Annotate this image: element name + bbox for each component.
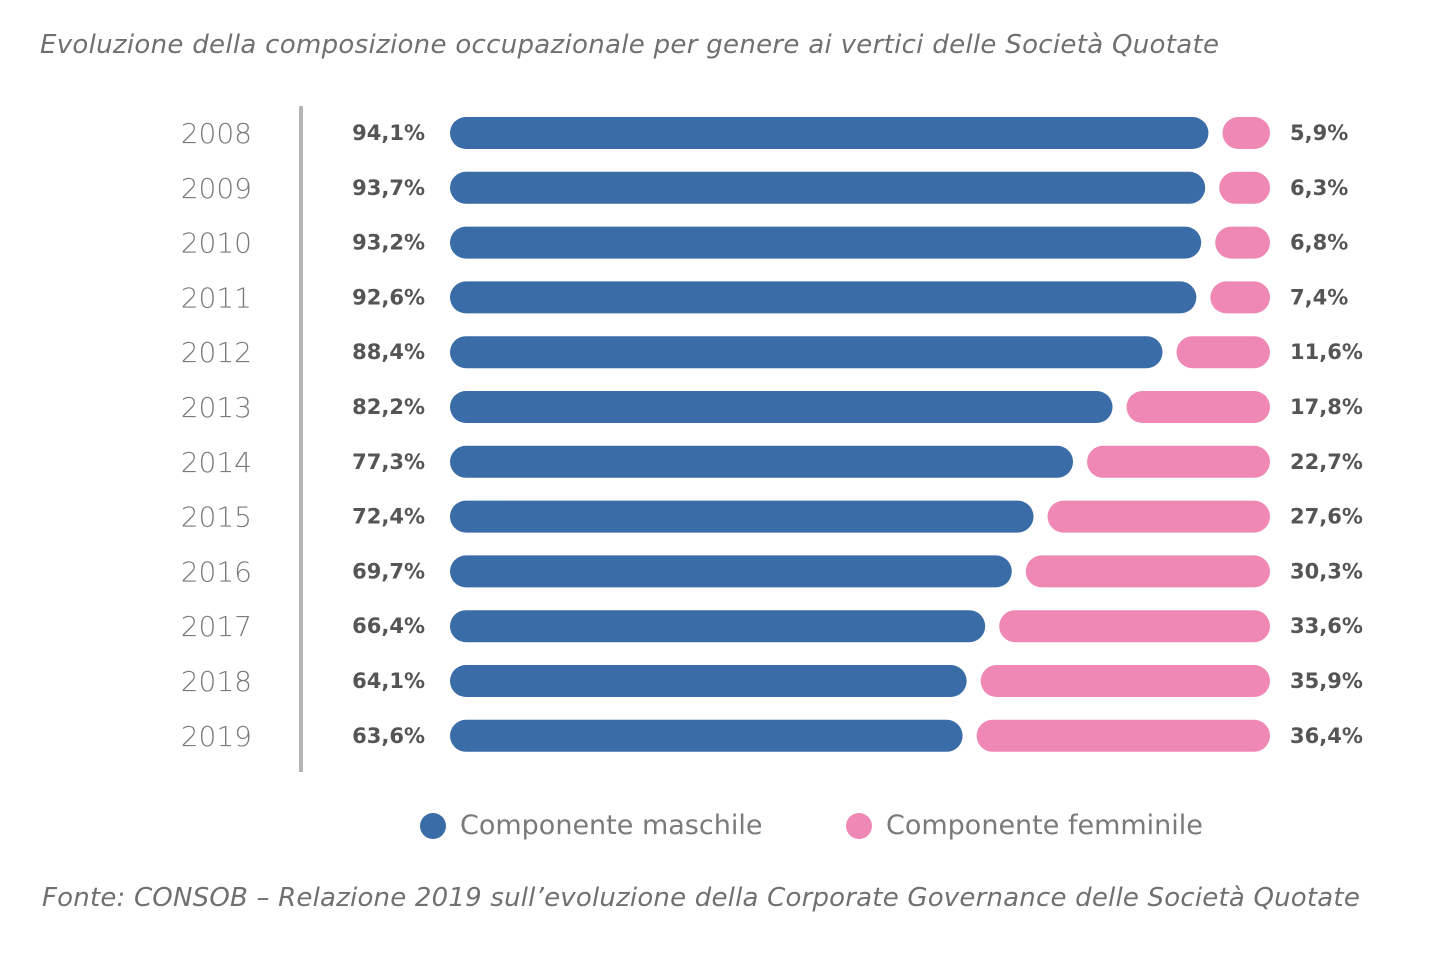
male-value-label: 64,1% xyxy=(352,669,425,693)
female-value-label: 5,9% xyxy=(1290,121,1348,145)
year-label: 2011 xyxy=(181,281,252,314)
female-value-label: 35,9% xyxy=(1290,669,1363,693)
male-bar xyxy=(450,226,1202,259)
chart-title: Evoluzione della composizione occupazion… xyxy=(40,30,1220,60)
female-value-label: 6,3% xyxy=(1290,176,1348,200)
female-bar xyxy=(1210,281,1270,314)
female-value-label: 30,3% xyxy=(1290,559,1363,583)
female-bar xyxy=(999,610,1270,643)
male-bar xyxy=(450,500,1034,533)
male-bar xyxy=(450,336,1163,369)
male-value-label: 93,7% xyxy=(352,176,425,200)
female-bar xyxy=(1126,391,1270,423)
male-bar xyxy=(450,117,1209,149)
year-label: 2016 xyxy=(181,555,252,588)
female-bar xyxy=(1215,226,1270,259)
legend: Componente maschile Componente femminile xyxy=(0,810,1445,850)
year-label: 2015 xyxy=(181,501,252,534)
female-value-label: 7,4% xyxy=(1290,285,1348,309)
year-label: 2009 xyxy=(181,172,252,205)
male-value-label: 69,7% xyxy=(352,559,425,583)
female-bar xyxy=(1222,117,1270,149)
year-label: 2012 xyxy=(181,336,252,369)
female-value-label: 17,8% xyxy=(1290,395,1363,419)
legend-item-female: Componente femminile xyxy=(846,810,1203,841)
male-value-label: 82,2% xyxy=(352,395,425,419)
female-bar xyxy=(1047,500,1270,533)
male-value-label: 72,4% xyxy=(352,505,425,529)
male-bar xyxy=(450,281,1197,314)
bar-chart: 2008 94,1% 5,9% 2009 93,7% 6,3% 2010 93,2% 6,8% 2… xyxy=(181,106,1363,772)
female-value-label: 22,7% xyxy=(1290,450,1363,474)
female-bar xyxy=(1087,445,1270,478)
male-bar xyxy=(450,719,963,752)
year-label: 2014 xyxy=(181,446,252,479)
year-label: 2013 xyxy=(181,391,252,424)
female-value-label: 36,4% xyxy=(1290,724,1363,748)
male-value-label: 77,3% xyxy=(352,450,425,474)
year-label: 2008 xyxy=(181,117,252,150)
year-label: 2010 xyxy=(181,227,252,260)
female-bar xyxy=(980,665,1270,697)
female-value-label: 33,6% xyxy=(1290,614,1363,638)
female-bar xyxy=(1219,171,1270,204)
male-bar xyxy=(450,391,1113,423)
legend-label-male: Componente maschile xyxy=(460,810,763,841)
male-value-label: 88,4% xyxy=(352,340,425,364)
male-value-label: 92,6% xyxy=(352,285,425,309)
female-value-label: 27,6% xyxy=(1290,505,1363,529)
male-bar xyxy=(450,665,967,697)
male-bar xyxy=(450,445,1074,478)
male-bar xyxy=(450,610,986,643)
year-label: 2019 xyxy=(181,720,252,753)
male-bar xyxy=(450,555,1012,588)
year-label: 2017 xyxy=(181,610,252,643)
female-bar xyxy=(976,719,1270,752)
legend-dot-male xyxy=(420,812,446,839)
male-bar xyxy=(450,171,1206,204)
source-note: Fonte: CONSOB – Relazione 2019 sull’evol… xyxy=(42,883,1361,913)
female-bar xyxy=(1025,555,1270,588)
female-bar xyxy=(1176,336,1270,369)
legend-label-female: Componente femminile xyxy=(886,810,1203,841)
female-value-label: 6,8% xyxy=(1290,231,1348,255)
male-value-label: 66,4% xyxy=(352,614,425,638)
male-value-label: 93,2% xyxy=(352,231,425,255)
year-label: 2018 xyxy=(181,665,252,698)
legend-dot-female xyxy=(846,812,872,839)
female-value-label: 11,6% xyxy=(1290,340,1363,364)
legend-item-male: Componente maschile xyxy=(420,810,762,841)
male-value-label: 63,6% xyxy=(352,724,425,748)
male-value-label: 94,1% xyxy=(352,121,425,145)
